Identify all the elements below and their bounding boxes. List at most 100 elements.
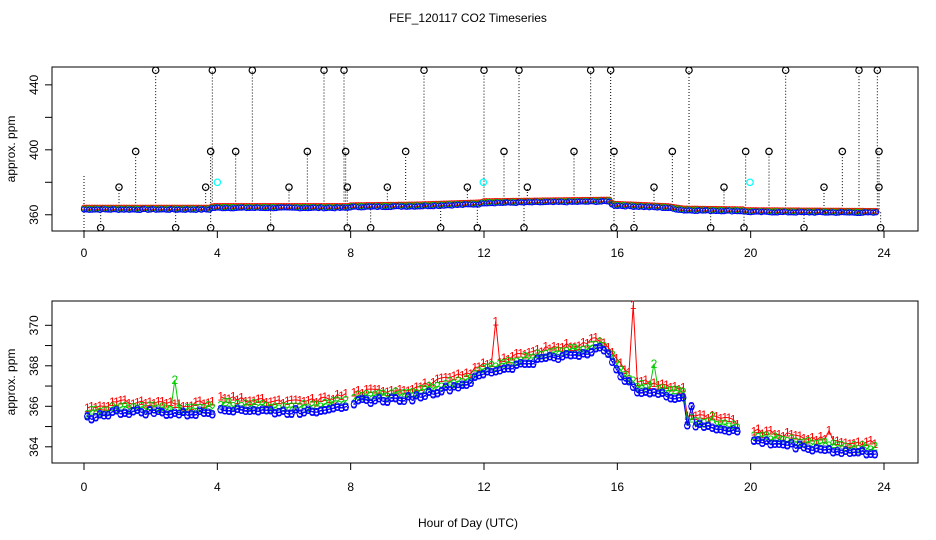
- bottom-series-3-marker: [296, 410, 304, 418]
- bottom-series-1-point: 1: [280, 396, 287, 410]
- bottom-series-3-point: 3: [467, 376, 474, 390]
- bottom-series-2-point: 2: [605, 346, 612, 360]
- bottom-series-3-marker: [309, 408, 316, 416]
- bottom-series-1-point: 1: [492, 314, 499, 328]
- bottom-series-2-point: 2: [642, 381, 649, 395]
- bottom-series-3-point: 3: [288, 407, 295, 421]
- bottom-series-2-point: 2: [646, 380, 653, 394]
- bottom-series-3-marker: [659, 389, 666, 397]
- bottom-series-3-marker: [184, 412, 191, 419]
- bottom-series-1-point: 1: [771, 428, 778, 442]
- bottom-series-1-point: 1: [555, 341, 562, 355]
- bottom-series-2-point: 2: [280, 400, 287, 414]
- bottom-series-3-point: 3: [409, 393, 416, 407]
- bottom-series-1-point: 1: [730, 413, 737, 427]
- bottom-series-3-point: 3: [463, 378, 470, 392]
- bottom-series-3-point: 3: [276, 406, 283, 420]
- top-spike-low-point: [383, 183, 392, 191]
- bottom-series-1-point: 1: [421, 376, 428, 390]
- bottom-series-1-point: 1: [559, 341, 566, 355]
- bottom-series-3-marker: [696, 420, 704, 428]
- bottom-series-3-marker: [363, 396, 370, 404]
- bottom-series-3-marker: [804, 445, 812, 453]
- bottom-series-3-marker: [100, 412, 108, 419]
- bottom-x-axis: 0 4 8 12 16 20 24: [81, 462, 891, 494]
- bottom-series-3-marker: [96, 411, 104, 418]
- bottom-series-1-point: 1: [117, 393, 124, 407]
- bottom-series-1-point: 1: [313, 395, 320, 409]
- bottom-series-1-point: 1: [226, 392, 233, 406]
- top-spike-high-point: [248, 66, 257, 75]
- bottom-series-2-point: 2: [601, 340, 608, 354]
- bottom-series-3-marker: [163, 411, 170, 419]
- bottom-series-3-marker: [867, 450, 874, 458]
- bottom-series-2-point: 2: [342, 393, 349, 407]
- bottom-series-3-marker: [354, 396, 362, 404]
- bottom-series-1-point: 1: [242, 395, 249, 409]
- bottom-series-3-marker: [404, 393, 412, 400]
- bottom-series-2-point: 2: [188, 401, 195, 415]
- bottom-series-3-marker: [792, 445, 799, 452]
- bottom-series-3-point: 3: [584, 347, 591, 361]
- bottom-series-2-point: 2: [163, 402, 170, 416]
- bottom-series-3-marker: [621, 377, 629, 385]
- bottom-series-2-point: 2: [221, 395, 228, 409]
- bottom-series-3-marker: [717, 426, 724, 433]
- bottom-series-2-point: 2: [317, 400, 324, 414]
- bottom-series-2-point: 2: [230, 400, 237, 414]
- bottom-series-1-line: [87, 304, 876, 446]
- bottom-series-2-point: 2: [201, 401, 208, 415]
- bottom-series-3-point: 3: [230, 405, 237, 419]
- bottom-series-3-marker: [579, 350, 587, 358]
- top-spike-mid-point: [231, 147, 240, 156]
- bottom-series-2-point: 2: [355, 388, 362, 402]
- top-y-tick-label: 360: [27, 204, 41, 224]
- bottom-series-1-point: 1: [376, 382, 383, 396]
- bottom-series-1-point: 1: [605, 341, 612, 355]
- bottom-series-2-point: 2: [676, 384, 683, 398]
- bottom-series-3-marker: [642, 388, 649, 396]
- bottom-series-1-point: 1: [501, 351, 508, 365]
- bottom-series-3-point: 3: [630, 380, 637, 394]
- bottom-series-2-point: 2: [634, 380, 641, 394]
- bottom-series-3-point: 3: [171, 406, 178, 420]
- bottom-series-3-marker: [384, 398, 391, 406]
- bottom-series-1-point: 1: [296, 393, 303, 407]
- bottom-series-2-point: 2: [817, 436, 824, 450]
- bottom-series-3-point: 3: [455, 381, 462, 395]
- bottom-series-3-point: 3: [759, 436, 766, 450]
- bottom-series-2-point: 2: [92, 403, 99, 417]
- bottom-series-3-point: 3: [546, 350, 553, 364]
- bottom-series-3-marker: [725, 428, 733, 435]
- bottom-series-3-point: 3: [159, 405, 166, 419]
- bottom-series-2-point: 2: [663, 384, 670, 398]
- bottom-series-3-marker: [88, 416, 95, 423]
- bottom-series-3-point: 3: [846, 446, 853, 460]
- bottom-series-3-marker: [529, 360, 537, 368]
- bottom-series-3-point: 3: [667, 391, 674, 405]
- bottom-series-1-point: 1: [388, 383, 395, 397]
- bottom-series-3-point: 3: [642, 385, 649, 399]
- bottom-series-3-marker: [121, 409, 129, 417]
- bottom-series-1-point: 1: [701, 408, 708, 422]
- bottom-series-3-point: 3: [792, 441, 799, 455]
- bottom-series-3-marker: [767, 441, 774, 448]
- bottom-series-1-point: 1: [801, 432, 808, 446]
- bottom-series-1-point: 1: [626, 365, 633, 379]
- bottom-series-1-point: 1: [471, 360, 478, 374]
- bottom-series-3-marker: [246, 407, 254, 415]
- bottom-series-2-point: 2: [567, 342, 574, 356]
- bottom-series-3-marker: [850, 449, 858, 456]
- chart-title: FEF_120117 CO2 Timeseries: [389, 11, 547, 25]
- bottom-series-2-point: 2: [655, 383, 662, 397]
- bottom-series-3-marker: [604, 350, 612, 358]
- bottom-series-1-point: 1: [176, 397, 183, 411]
- bottom-series-2-point: 2: [292, 400, 299, 414]
- bottom-series-1-point: 1: [717, 412, 724, 426]
- top-y-axis: 360 400 440: [27, 75, 53, 225]
- bottom-series-3-point: 3: [138, 405, 145, 419]
- bottom-series-3-marker: [538, 355, 545, 362]
- bottom-series-3-marker: [188, 411, 195, 418]
- bottom-series-2-point: 2: [784, 435, 791, 449]
